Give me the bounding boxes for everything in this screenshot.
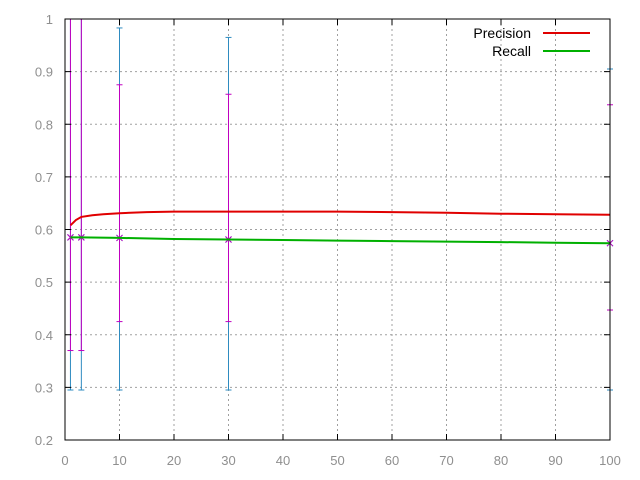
- x-tick-label: 50: [330, 453, 344, 468]
- legend-label-precision: Precision: [473, 25, 531, 41]
- y-tick-label: 0.8: [35, 117, 53, 132]
- series-line-precision: [69, 210, 611, 227]
- y-tick-label: 0.7: [35, 170, 53, 185]
- x-tick-label: 70: [439, 453, 453, 468]
- x-tick-label: 90: [548, 453, 562, 468]
- series-lines: [69, 210, 611, 245]
- x-tick-label: 60: [385, 453, 399, 468]
- x-tick-label: 0: [61, 453, 68, 468]
- y-tick-label: 0.9: [35, 65, 53, 80]
- legend-label-recall: Recall: [492, 43, 531, 59]
- error-bars: [67, 18, 614, 391]
- x-tick-label: 40: [276, 453, 290, 468]
- y-tick-label: 0.2: [35, 433, 53, 448]
- error-bar-marker: [67, 234, 74, 241]
- x-tick-label: 80: [494, 453, 508, 468]
- x-tick-label: 30: [221, 453, 235, 468]
- x-tick-label: 20: [167, 453, 181, 468]
- x-tick-label: 10: [112, 453, 126, 468]
- series-line-recall: [70, 236, 611, 245]
- x-tick-label: 100: [599, 453, 621, 468]
- y-tick-label: 0.4: [35, 328, 53, 343]
- y-tick-label: 0.5: [35, 275, 53, 290]
- y-tick-label: 1: [46, 12, 53, 27]
- grid: [64, 18, 611, 441]
- tick-labels: 0 10 20 30 40 50 60 70 80 90 100 0.2 0.3 0.4 0.5 0.6 0.7…: [35, 12, 621, 468]
- y-tick-label: 0.3: [35, 380, 53, 395]
- y-tick-label: 0.6: [35, 223, 53, 238]
- legend: Precision Recall: [473, 25, 590, 59]
